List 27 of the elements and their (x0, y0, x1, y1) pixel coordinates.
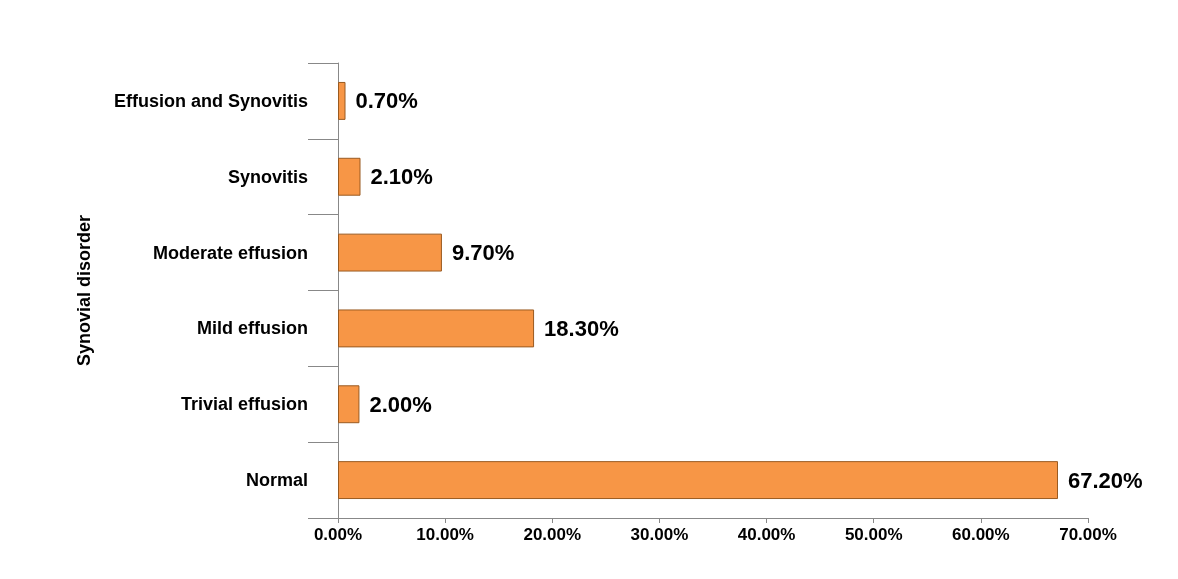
bar (338, 233, 442, 272)
x-tick-label: 0.00% (313, 525, 363, 544)
y-tick-label: Effusion and Synovitis (113, 90, 308, 111)
data-label: 2.00% (369, 391, 432, 417)
x-tick-label: 50.00% (844, 525, 903, 544)
y-tick-label: Mild effusion (197, 318, 308, 339)
y-tick-label: Moderate effusion (152, 242, 308, 263)
y-tick-label: Synovitis (227, 166, 308, 187)
data-label: 0.70% (355, 88, 418, 114)
bar (338, 81, 346, 120)
x-tick-label: 70.00% (1059, 525, 1117, 544)
data-label: 2.10% (370, 164, 433, 190)
data-label: 18.30% (544, 315, 619, 341)
x-tick-label: 30.00% (630, 525, 689, 544)
x-tick-label: 10.00% (416, 525, 474, 544)
bar (338, 461, 1058, 500)
y-axis-title: Synovial disorder (74, 214, 94, 367)
data-label: 67.20% (1068, 467, 1143, 493)
bar (338, 385, 360, 424)
x-tick-label: 40.00% (737, 525, 796, 544)
x-tick-label: 20.00% (523, 525, 582, 544)
data-label: 9.70% (451, 240, 515, 266)
y-tick-label: Trivial effusion (180, 394, 308, 415)
y-tick-label: Normal (245, 470, 308, 491)
bar (338, 157, 361, 196)
x-tick-label: 60.00% (952, 525, 1010, 544)
bar (338, 309, 535, 348)
